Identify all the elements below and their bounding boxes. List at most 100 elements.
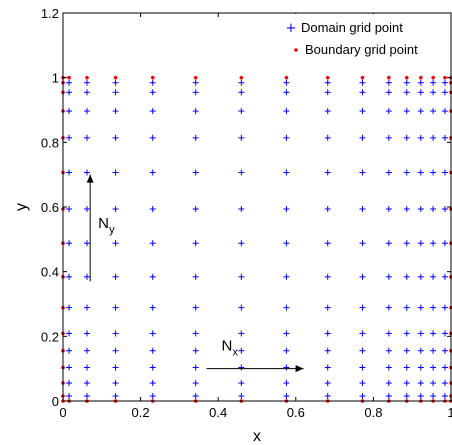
domain-point — [324, 347, 331, 354]
domain-point — [283, 89, 290, 96]
domain-point — [112, 206, 119, 213]
domain-point — [66, 393, 73, 400]
domain-point — [283, 273, 290, 280]
x-tick-label: 1 — [447, 405, 452, 420]
domain-point — [441, 304, 448, 311]
domain-point — [403, 304, 410, 311]
domain-point — [192, 89, 199, 96]
domain-point — [149, 134, 156, 141]
legend: + Domain grid point Boundary grid point — [286, 14, 450, 62]
domain-point — [192, 304, 199, 311]
domain-point — [66, 108, 73, 115]
domain-point — [359, 206, 366, 213]
domain-point — [385, 380, 392, 387]
domain-point — [441, 347, 448, 354]
domain-point — [238, 273, 245, 280]
domain-point — [403, 240, 410, 247]
domain-point — [112, 240, 119, 247]
domain-point — [403, 380, 410, 387]
boundary-point — [150, 75, 155, 80]
domain-point — [441, 240, 448, 247]
domain-point — [238, 206, 245, 213]
domain-point — [238, 240, 245, 247]
domain-point — [385, 89, 392, 96]
y-tick-label: 1 — [52, 71, 59, 86]
domain-point — [238, 108, 245, 115]
domain-point — [359, 393, 366, 400]
domain-point — [324, 393, 331, 400]
boundary-point — [193, 75, 198, 80]
domain-point — [417, 108, 424, 115]
boundary-point — [85, 75, 89, 80]
domain-point — [324, 134, 331, 141]
domain-point — [417, 347, 424, 354]
domain-point — [385, 79, 392, 86]
boundary-point — [284, 75, 289, 80]
domain-point — [430, 347, 437, 354]
domain-point — [149, 206, 156, 213]
domain-point — [238, 347, 245, 354]
domain-point — [149, 380, 156, 387]
domain-point — [83, 364, 90, 371]
domain-point — [441, 169, 448, 176]
domain-point — [430, 240, 437, 247]
boundary-point — [419, 75, 423, 80]
domain-point — [192, 330, 199, 337]
domain-point — [324, 364, 331, 371]
domain-point — [149, 169, 156, 176]
domain-point — [417, 380, 424, 387]
domain-point — [192, 240, 199, 247]
x-tick-label: 0.4 — [209, 405, 227, 420]
annotation-arrow-head — [295, 365, 304, 373]
domain-point — [324, 89, 331, 96]
domain-point — [192, 380, 199, 387]
domain-point — [112, 169, 119, 176]
domain-point — [441, 89, 448, 96]
domain-point — [417, 79, 424, 86]
domain-point — [238, 364, 245, 371]
domain-point — [359, 380, 366, 387]
domain-point — [324, 330, 331, 337]
domain-point — [441, 364, 448, 371]
legend-marker-boundary — [294, 48, 298, 52]
domain-point — [192, 79, 199, 86]
domain-point — [359, 347, 366, 354]
domain-point — [324, 206, 331, 213]
domain-point — [359, 240, 366, 247]
domain-point — [283, 380, 290, 387]
domain-point — [238, 330, 245, 337]
annotation-label: N — [222, 338, 233, 355]
x-tick-label: 0 — [59, 405, 66, 420]
domain-point — [238, 134, 245, 141]
y-tick-label: 1.2 — [41, 6, 59, 21]
domain-point — [385, 347, 392, 354]
domain-point — [359, 364, 366, 371]
domain-point — [66, 330, 73, 337]
legend-entry-boundary: Boundary grid point — [305, 42, 418, 57]
domain-point — [430, 393, 437, 400]
domain-point — [283, 134, 290, 141]
y-tick-label: 0.4 — [41, 265, 59, 280]
domain-point — [149, 364, 156, 371]
domain-point — [192, 169, 199, 176]
domain-point — [192, 206, 199, 213]
domain-point — [385, 206, 392, 213]
domain-point — [283, 206, 290, 213]
domain-point — [385, 364, 392, 371]
domain-point — [149, 347, 156, 354]
domain-point — [283, 108, 290, 115]
domain-point — [430, 273, 437, 280]
domain-point — [238, 380, 245, 387]
domain-point — [149, 240, 156, 247]
legend-box — [286, 14, 450, 62]
annotation-arrow-head — [86, 174, 94, 183]
y-tick-label: 0.2 — [41, 329, 59, 344]
domain-point — [83, 347, 90, 354]
domain-point — [283, 169, 290, 176]
domain-point — [441, 273, 448, 280]
domain-point — [385, 330, 392, 337]
domain-point — [83, 380, 90, 387]
domain-point — [283, 347, 290, 354]
domain-point — [112, 304, 119, 311]
